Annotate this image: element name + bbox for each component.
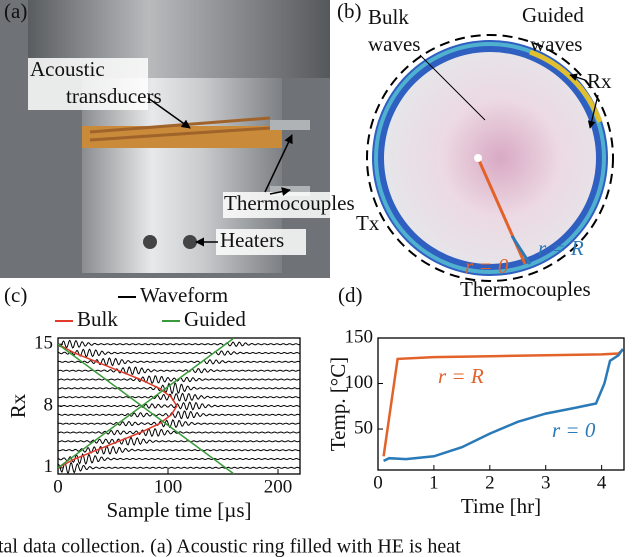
waveform-trace <box>58 427 300 438</box>
waveform-trace <box>58 348 300 358</box>
waveform-trace <box>58 445 300 455</box>
series-line <box>58 338 235 474</box>
panel-label: (c) <box>4 283 27 307</box>
panel-label: (a) <box>4 0 27 23</box>
waveform-trace <box>58 461 300 474</box>
annotation: transducers <box>66 84 162 108</box>
x-tick-label: 0 <box>53 476 63 497</box>
annotation: Guided <box>522 3 584 27</box>
x-tick-label: 100 <box>154 476 183 497</box>
x-tick-label: 3 <box>541 472 551 493</box>
annotation: Bulk <box>368 5 409 29</box>
y-axis-label: Rx <box>6 393 30 418</box>
annotation: r = R <box>538 236 584 260</box>
x-tick-label: 4 <box>597 472 607 493</box>
y-tick-label: 100 <box>345 372 374 393</box>
x-tick-label: 0 <box>373 472 383 493</box>
waveform-trace <box>58 436 300 446</box>
waveform-trace <box>58 375 300 384</box>
plot-frame <box>377 337 625 471</box>
caption: tal data collection. (a) Acoustic ring f… <box>0 536 461 557</box>
y-tick-label: 1 <box>44 456 54 477</box>
panel-label: (d) <box>338 283 363 307</box>
y-tick-label: 8 <box>44 394 54 415</box>
y-axis-label: Temp. [°C] <box>326 357 350 451</box>
x-axis-label: Time [hr] <box>461 494 541 518</box>
annotation: Tx <box>356 211 380 235</box>
annotation: r = 0 <box>465 254 509 278</box>
annotation: waves <box>368 32 420 56</box>
photo-a <box>0 0 330 278</box>
legend-label: Bulk <box>77 307 118 331</box>
y-tick-label: 150 <box>345 326 374 347</box>
series-line <box>58 343 178 469</box>
panel-label: (b) <box>337 0 362 23</box>
y-tick-label: 15 <box>34 333 53 354</box>
waveform-trace <box>58 357 300 367</box>
annotation: Acoustic <box>30 57 105 81</box>
series-label: r = 0 <box>552 418 596 442</box>
annotation: Thermocouples <box>224 191 355 215</box>
series-line <box>382 348 624 457</box>
x-axis-label: Sample time [µs] <box>106 498 251 522</box>
series-label: r = R <box>438 364 484 388</box>
waveform-trace <box>58 382 300 395</box>
series-line <box>383 348 624 463</box>
waveform-trace <box>58 410 300 420</box>
annotation: Thermocouples <box>460 277 591 301</box>
waveform-trace <box>58 339 300 349</box>
annotation: Rx <box>587 69 612 93</box>
x-tick-label: 200 <box>264 476 293 497</box>
waveform-trace <box>58 401 300 411</box>
waveform-trace <box>58 419 300 429</box>
annotation: Heaters <box>220 228 284 252</box>
waveform-trace <box>58 452 300 465</box>
legend-label: Guided <box>184 307 246 331</box>
image-b <box>366 34 614 282</box>
annotation: waves <box>530 32 582 56</box>
x-tick-label: 1 <box>429 472 439 493</box>
y-tick-label: 50 <box>354 417 373 438</box>
waveform-trace <box>58 392 300 402</box>
legend-label: Waveform <box>140 283 228 307</box>
waveform-trace <box>58 366 300 376</box>
x-tick-label: 2 <box>485 472 495 493</box>
